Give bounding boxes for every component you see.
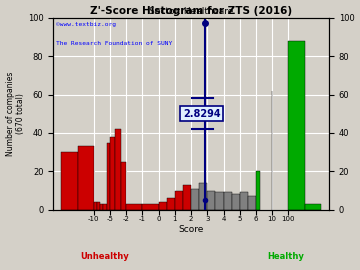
Bar [240, 193, 248, 210]
Bar [77, 146, 94, 210]
Bar [207, 191, 215, 210]
Bar [231, 194, 240, 210]
X-axis label: Score: Score [179, 225, 204, 234]
Bar [183, 185, 191, 210]
Bar [215, 193, 224, 210]
Bar [61, 152, 77, 210]
Bar [121, 162, 126, 210]
Bar [175, 191, 183, 210]
Bar [126, 204, 143, 210]
Bar [288, 41, 305, 210]
Bar [248, 196, 256, 210]
Bar [103, 204, 107, 210]
Bar [199, 183, 207, 210]
Text: 2.8294: 2.8294 [183, 109, 220, 119]
Bar [256, 171, 260, 210]
Bar [100, 204, 103, 210]
Bar [94, 202, 97, 210]
Bar [159, 202, 167, 210]
Text: Healthy: Healthy [267, 252, 304, 261]
Bar [224, 193, 231, 210]
Bar [107, 143, 110, 210]
Bar [97, 202, 100, 210]
Bar [167, 198, 175, 210]
Title: Z'-Score Histogram for ZTS (2016): Z'-Score Histogram for ZTS (2016) [90, 6, 292, 16]
Text: The Research Foundation of SUNY: The Research Foundation of SUNY [56, 41, 172, 46]
Bar [305, 204, 321, 210]
Y-axis label: Number of companies
(670 total): Number of companies (670 total) [5, 72, 25, 156]
Bar [110, 137, 116, 210]
Bar [143, 204, 159, 210]
Text: Sector: Healthcare: Sector: Healthcare [149, 7, 233, 16]
Bar [191, 188, 199, 210]
Bar [116, 129, 121, 210]
Text: Unhealthy: Unhealthy [81, 252, 130, 261]
Text: ©www.textbiz.org: ©www.textbiz.org [56, 22, 116, 26]
